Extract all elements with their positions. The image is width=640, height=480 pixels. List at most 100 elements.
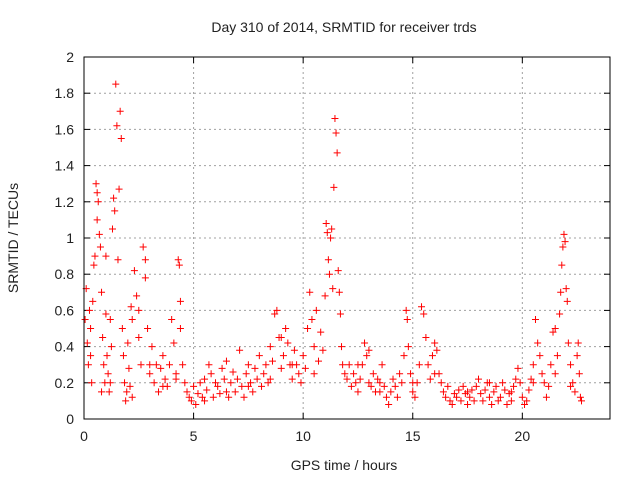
data-point xyxy=(439,388,447,396)
data-point xyxy=(485,393,493,401)
data-point xyxy=(345,361,353,369)
data-point xyxy=(561,238,569,246)
chart-title: Day 310 of 2014, SRMTID for receiver trd… xyxy=(211,19,476,35)
data-point xyxy=(464,388,472,396)
data-point xyxy=(501,386,509,394)
tick-layer: 00.20.40.60.811.21.41.61.820 5 10 15 20 xyxy=(55,49,610,444)
data-point xyxy=(190,382,198,390)
data-point xyxy=(437,379,445,387)
data-point xyxy=(464,401,472,409)
data-point xyxy=(329,285,337,293)
data-point xyxy=(389,375,397,383)
x-tick-label: 5 xyxy=(190,428,198,444)
data-point xyxy=(113,122,121,130)
data-point xyxy=(123,388,131,396)
data-point xyxy=(121,379,129,387)
data-point xyxy=(369,370,377,378)
data-point xyxy=(209,393,217,401)
data-point xyxy=(251,364,259,372)
data-point xyxy=(93,189,101,197)
data-point xyxy=(141,256,149,264)
data-point xyxy=(472,382,480,390)
data-point xyxy=(81,315,89,323)
data-point xyxy=(354,388,362,396)
data-point xyxy=(146,370,154,378)
data-point xyxy=(92,180,100,188)
data-point xyxy=(338,343,346,351)
data-point xyxy=(258,382,266,390)
data-point xyxy=(376,388,384,396)
data-point xyxy=(284,339,292,347)
data-point xyxy=(404,343,412,351)
data-point xyxy=(222,388,230,396)
data-point xyxy=(222,357,230,365)
data-point xyxy=(542,393,550,401)
data-point xyxy=(273,306,281,314)
data-point xyxy=(409,388,417,396)
data-point xyxy=(433,346,441,354)
data-point xyxy=(564,339,572,347)
x-tick-label: 15 xyxy=(405,428,421,444)
data-point xyxy=(325,270,333,278)
data-point xyxy=(310,370,318,378)
data-point xyxy=(214,382,222,390)
data-point xyxy=(233,375,241,383)
data-point xyxy=(179,361,187,369)
data-point xyxy=(185,393,193,401)
data-point xyxy=(385,401,393,409)
data-point xyxy=(288,375,296,383)
data-point xyxy=(279,352,287,360)
data-point xyxy=(466,393,474,401)
data-point xyxy=(119,352,127,360)
data-point xyxy=(398,379,406,387)
y-tick-label: 0.2 xyxy=(55,375,75,391)
data-point xyxy=(144,325,152,332)
data-point xyxy=(431,370,439,378)
data-point xyxy=(130,267,138,275)
data-point xyxy=(319,346,327,354)
data-point xyxy=(409,379,417,387)
data-point xyxy=(108,225,116,233)
y-tick-label: 0.8 xyxy=(55,266,75,282)
data-point xyxy=(558,261,566,269)
data-point xyxy=(266,343,274,351)
data-point xyxy=(485,379,493,387)
data-point xyxy=(175,261,183,269)
data-point xyxy=(220,375,228,383)
data-point xyxy=(306,288,314,296)
y-tick-label: 0.4 xyxy=(55,339,75,355)
data-point xyxy=(510,382,518,390)
data-point xyxy=(229,368,237,376)
data-point xyxy=(503,401,511,409)
data-point xyxy=(424,361,432,369)
data-point xyxy=(102,310,110,318)
data-point xyxy=(106,379,114,387)
data-point xyxy=(330,183,338,191)
data-point xyxy=(567,382,575,390)
data-point xyxy=(150,379,158,387)
data-point xyxy=(102,252,110,260)
data-point xyxy=(170,339,178,347)
data-point xyxy=(411,393,419,401)
data-point xyxy=(181,379,189,387)
data-point xyxy=(240,393,248,401)
data-point xyxy=(168,315,176,323)
data-point xyxy=(310,343,318,351)
data-point xyxy=(492,382,500,390)
data-point xyxy=(516,379,524,387)
data-point xyxy=(249,388,257,396)
data-point xyxy=(549,328,557,336)
data-point xyxy=(176,325,184,332)
data-point xyxy=(157,364,165,372)
data-point xyxy=(490,388,498,396)
data-point xyxy=(382,393,390,401)
data-point xyxy=(380,382,388,390)
data-point xyxy=(557,288,565,296)
data-point xyxy=(422,334,430,342)
data-point xyxy=(103,352,111,360)
data-point xyxy=(488,401,496,409)
data-point xyxy=(556,310,564,318)
data-point xyxy=(521,401,529,409)
data-point xyxy=(107,343,115,351)
data-point xyxy=(428,352,436,360)
